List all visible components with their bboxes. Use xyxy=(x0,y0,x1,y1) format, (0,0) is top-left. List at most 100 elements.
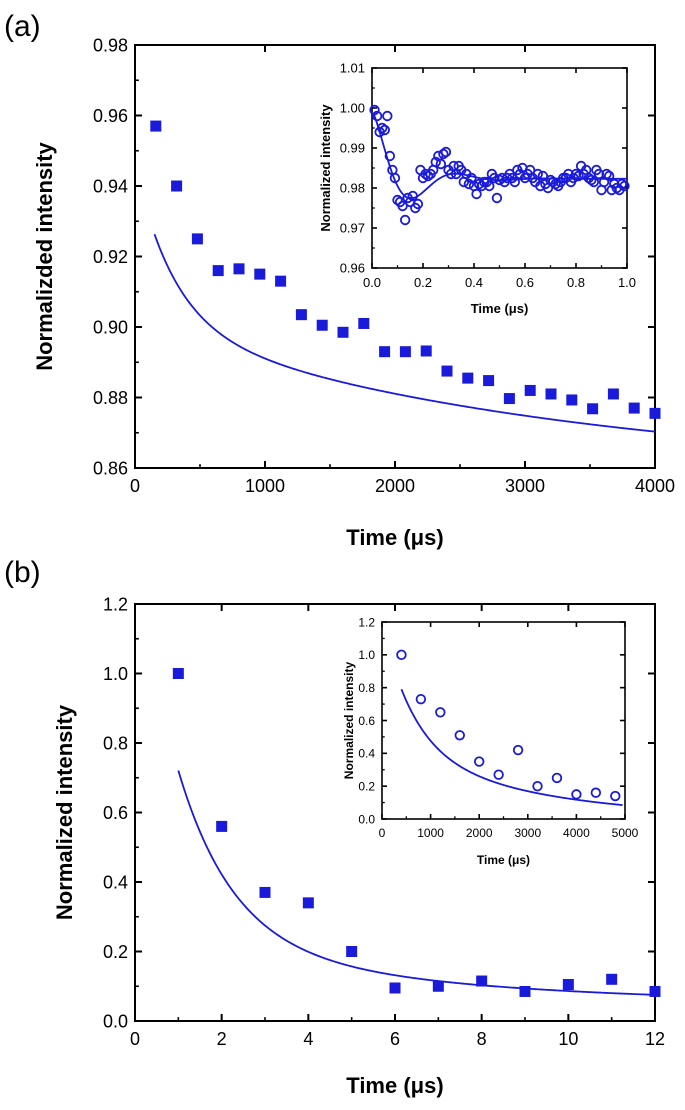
a-inset-xtick-label: 0.2 xyxy=(414,275,432,290)
b-main-point xyxy=(476,975,488,987)
b-main-point xyxy=(172,668,184,679)
b-inset-ytick-label: 0.0 xyxy=(358,812,375,826)
b-inset-xtick-label: 4000 xyxy=(563,826,590,840)
a-main-fit-line xyxy=(153,233,656,433)
a-main-xtick-label: 1000 xyxy=(245,476,285,496)
a-main-point xyxy=(295,309,307,321)
a-main-xtick-label: 2000 xyxy=(375,476,415,496)
b-main-ytick-label: 0.6 xyxy=(103,803,128,823)
a-main-ytick-label: 0.96 xyxy=(93,106,128,126)
a-inset-point xyxy=(392,194,403,206)
a-main-point xyxy=(379,346,391,358)
a-inset-point xyxy=(588,176,600,188)
b-main-ylabel: Normalized intensity xyxy=(52,704,77,920)
b-main-ytick-label: 0.4 xyxy=(103,872,128,892)
a-inset-ytick-label: 0.98 xyxy=(340,181,365,196)
b-inset-point xyxy=(512,744,524,756)
b-main-point xyxy=(606,973,618,985)
b-main-xtick-label: 10 xyxy=(558,1029,578,1049)
b-main-point xyxy=(519,985,531,997)
chart-a-inset: 0.0 0.2 0.4 0.6 0.8 1.0 0.96 0.97 0.98 0.99 1.00 1.… xyxy=(318,61,636,316)
a-inset-point xyxy=(471,188,482,200)
a-main-point xyxy=(441,365,453,377)
a-main-point xyxy=(358,317,370,329)
b-inset-xtick-label: 2000 xyxy=(466,826,493,840)
a-inset-ytick-label: 1.00 xyxy=(340,101,365,116)
b-inset-fit-line xyxy=(400,688,623,806)
a-main-ytick-label: 0.94 xyxy=(93,176,128,196)
panel-label-a: (a) xyxy=(4,10,41,43)
a-main-point xyxy=(649,407,661,419)
b-main-ytick-label: 1.2 xyxy=(103,594,128,614)
a-inset-point xyxy=(573,170,584,182)
a-inset-point xyxy=(570,168,582,180)
b-inset-point xyxy=(551,772,563,784)
a-main-point xyxy=(254,268,266,280)
a-inset-point xyxy=(397,200,408,212)
a-main-point xyxy=(233,263,245,275)
b-main-xtick-label: 0 xyxy=(130,1029,140,1049)
chart-b-main: 0 2 4 6 8 10 12 0.0 0.2 0.4 0.6 0.8 1.0 1.2 Time (μs) N… xyxy=(52,594,665,1098)
a-inset-point xyxy=(606,184,617,196)
b-inset-point xyxy=(610,790,621,802)
a-main-point xyxy=(171,180,183,192)
a-inset-xtick-label: 0.6 xyxy=(516,275,534,290)
a-main-point xyxy=(191,233,203,245)
b-inset-point xyxy=(493,769,504,780)
a-main-xlabel: Time (μs) xyxy=(346,525,443,550)
a-inset-point xyxy=(412,198,424,210)
b-inset-xtick-label: 0 xyxy=(379,826,386,840)
a-inset-point xyxy=(399,214,411,226)
b-inset-ytick-label: 1.2 xyxy=(358,615,375,629)
a-inset-point xyxy=(603,170,615,182)
a-inset-xtick-label: 1.0 xyxy=(618,275,636,290)
b-inset-point xyxy=(396,649,407,661)
b-inset-plot-frame xyxy=(381,621,626,820)
b-main-point xyxy=(389,982,401,994)
a-inset-point xyxy=(377,122,388,134)
a-inset-xtick-label: 0.8 xyxy=(567,275,585,290)
b-inset-xtick-label: 5000 xyxy=(612,826,639,840)
a-main-point xyxy=(212,265,224,277)
b-inset-point xyxy=(590,787,602,798)
b-inset-ylabel: Normalized intensity xyxy=(342,661,356,779)
b-inset-xtick-label: 1000 xyxy=(417,826,444,840)
a-main-point xyxy=(337,326,349,338)
b-main-xtick-label: 6 xyxy=(390,1029,400,1049)
a-inset-point xyxy=(440,146,452,158)
a-inset-point xyxy=(619,180,630,192)
a-inset-point xyxy=(491,192,503,204)
a-main-ylabel: Normalizded intensity xyxy=(32,141,57,370)
b-inset-point xyxy=(435,707,446,718)
b-inset-point xyxy=(454,730,465,741)
a-main-point xyxy=(420,345,432,357)
a-inset-point xyxy=(463,178,475,190)
a-main-point xyxy=(399,346,411,358)
a-inset-point xyxy=(407,190,419,202)
a-main-point xyxy=(503,393,515,405)
b-inset-ytick-label: 1.0 xyxy=(358,648,375,662)
b-main-xtick-label: 4 xyxy=(303,1029,313,1049)
b-main-point xyxy=(216,820,228,832)
a-inset-point xyxy=(489,172,500,184)
b-main-point xyxy=(432,980,444,992)
b-main-xlabel: Time (μs) xyxy=(346,1073,443,1098)
b-main-ytick-label: 0.2 xyxy=(103,942,128,962)
b-inset-point xyxy=(415,693,427,705)
a-main-xtick-label: 3000 xyxy=(505,476,545,496)
chart-a-main: 0 1000 2000 3000 4000 0.86 0.88 0.90 0.92 0.94 0.9… xyxy=(32,35,675,550)
b-main-point xyxy=(649,985,661,997)
a-inset-point xyxy=(384,150,396,162)
b-inset-ytick-label: 0.6 xyxy=(358,714,375,728)
b-inset-xtick-label: 3000 xyxy=(514,826,541,840)
a-main-point xyxy=(150,120,162,132)
a-main-ytick-label: 0.90 xyxy=(93,317,128,337)
a-inset-ytick-label: 0.99 xyxy=(340,141,365,156)
a-main-point xyxy=(628,402,640,414)
b-main-xtick-label: 8 xyxy=(477,1029,487,1049)
b-inset-ytick-label: 0.2 xyxy=(358,779,375,793)
b-main-xtick-label: 12 xyxy=(645,1029,665,1049)
a-inset-point xyxy=(601,168,612,180)
a-inset-point xyxy=(371,110,383,122)
